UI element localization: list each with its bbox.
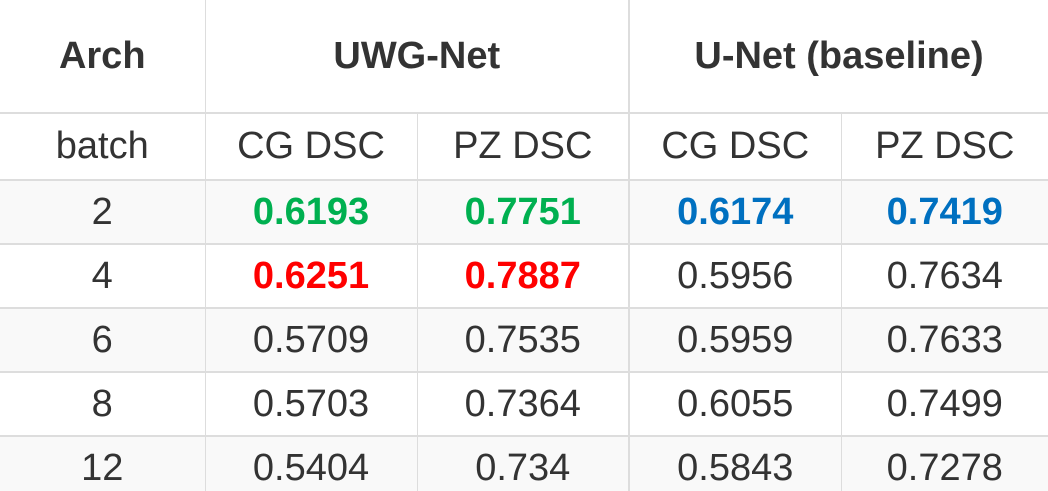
value-cell: 0.5959: [628, 307, 842, 372]
value-cell: 0.7887: [416, 243, 630, 308]
col-header-uwg-cg-dsc: CG DSC: [204, 112, 418, 180]
subheader-row: batch CG DSC PZ DSC CG DSC PZ DSC: [0, 112, 1048, 180]
data-body: 2 0.6193 0.7751 0.6174 0.7419 4 0.6251 0…: [0, 179, 1048, 491]
value-cell: 0.5843: [628, 435, 842, 491]
value-cell: 0.6193: [204, 179, 418, 244]
value-cell: 0.5709: [204, 307, 418, 372]
value-cell: 0.7751: [416, 179, 630, 244]
batch-cell: 8: [0, 371, 206, 436]
table-row: 8 0.5703 0.7364 0.6055 0.7499: [0, 371, 1048, 436]
value-cell: 0.6251: [204, 243, 418, 308]
value-cell: 0.7364: [416, 371, 630, 436]
value-cell: 0.7633: [840, 307, 1048, 372]
table-row: 2 0.6193 0.7751 0.6174 0.7419: [0, 179, 1048, 244]
value-cell: 0.5404: [204, 435, 418, 491]
value-cell: 0.6055: [628, 371, 842, 436]
table-row: 4 0.6251 0.7887 0.5956 0.7634: [0, 243, 1048, 308]
batch-cell: 12: [0, 435, 206, 491]
batch-label: batch: [0, 112, 206, 180]
value-cell: 0.7499: [840, 371, 1048, 436]
batch-cell: 4: [0, 243, 206, 308]
table-row: 12 0.5404 0.734 0.5843 0.7278: [0, 435, 1048, 491]
value-cell: 0.5956: [628, 243, 842, 308]
arch-header: Arch: [0, 0, 206, 113]
col-header-unet-pz-dsc: PZ DSC: [840, 112, 1048, 180]
value-cell: 0.7535: [416, 307, 630, 372]
value-cell: 0.7419: [840, 179, 1048, 244]
col-header-unet-cg-dsc: CG DSC: [628, 112, 842, 180]
col-header-uwg-pz-dsc: PZ DSC: [416, 112, 630, 180]
value-cell: 0.734: [416, 435, 630, 491]
value-cell: 0.7278: [840, 435, 1048, 491]
batch-cell: 6: [0, 307, 206, 372]
value-cell: 0.5703: [204, 371, 418, 436]
header-row: Arch UWG-Net U-Net (baseline): [0, 0, 1048, 113]
value-cell: 0.6174: [628, 179, 842, 244]
batch-cell: 2: [0, 179, 206, 244]
group-header-unet-baseline: U-Net (baseline): [628, 0, 1048, 113]
group-header-uwg-net: UWG-Net: [204, 0, 630, 113]
table-row: 6 0.5709 0.7535 0.5959 0.7633: [0, 307, 1048, 372]
value-cell: 0.7634: [840, 243, 1048, 308]
